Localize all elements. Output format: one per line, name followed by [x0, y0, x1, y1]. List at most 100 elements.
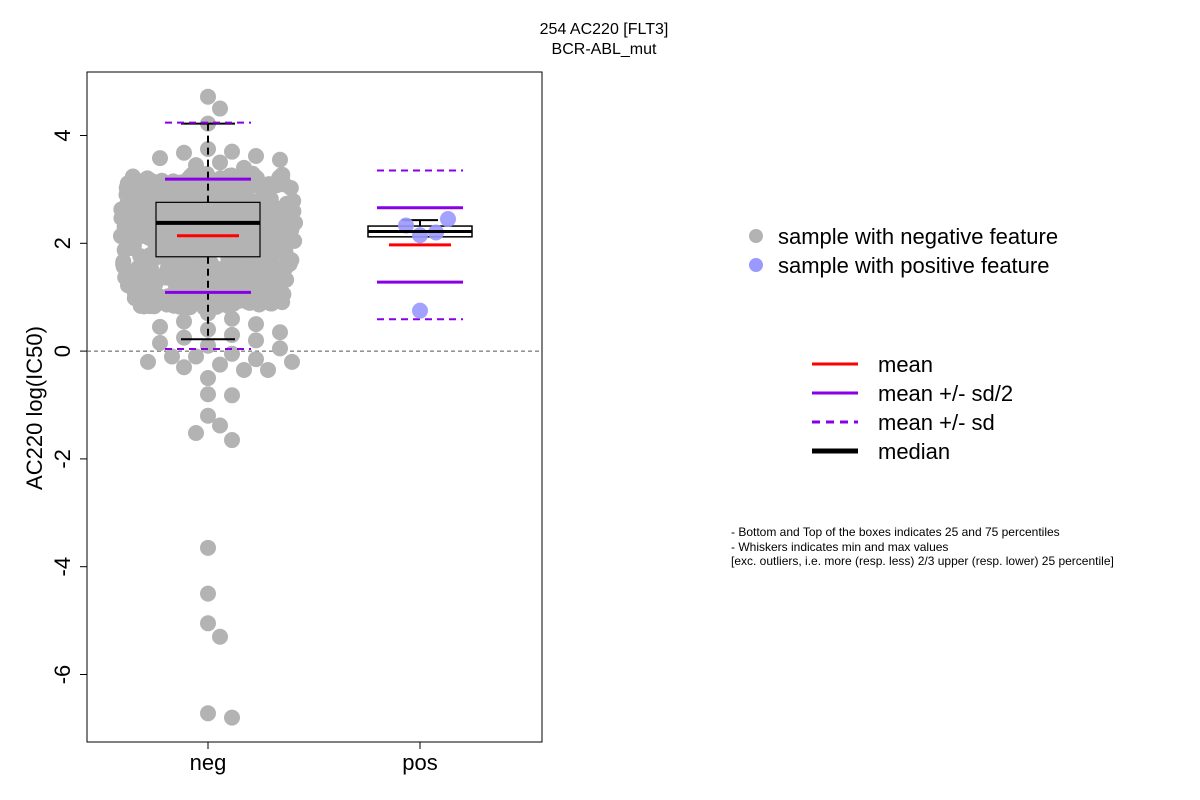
- point-neg: [224, 143, 240, 160]
- box-neg: [155, 201, 261, 258]
- point-neg: [276, 204, 293, 221]
- point-neg: [176, 359, 192, 376]
- line-legend-label: mean +/- sd/2: [878, 381, 1013, 406]
- point-neg: [188, 425, 204, 442]
- note-line-3: [exc. outliers, i.e. more (resp. less) 2…: [731, 554, 1114, 568]
- point-pos: [412, 227, 428, 244]
- point-neg: [272, 340, 288, 357]
- line-legend-label: mean: [878, 352, 933, 377]
- point-neg: [176, 313, 192, 330]
- x-tick-label: neg: [190, 750, 227, 775]
- point-neg: [200, 585, 216, 602]
- point-neg: [248, 351, 264, 368]
- point-neg: [200, 370, 216, 387]
- point-neg: [165, 173, 182, 190]
- point-neg: [272, 324, 288, 341]
- y-tick-label: -2: [50, 449, 75, 469]
- point-neg: [262, 248, 279, 265]
- point-neg: [178, 272, 195, 289]
- point-neg: [248, 147, 264, 164]
- y-tick-label: -6: [50, 665, 75, 685]
- point-neg: [138, 276, 155, 293]
- point-neg: [200, 539, 216, 556]
- point-neg: [282, 179, 299, 196]
- point-neg: [190, 276, 207, 293]
- point-neg: [188, 348, 204, 365]
- point-neg: [149, 184, 166, 201]
- point-neg: [115, 256, 132, 273]
- point-neg: [124, 181, 141, 198]
- line-legend-label: mean +/- sd: [878, 410, 995, 435]
- point-neg: [152, 335, 168, 352]
- point-neg: [262, 190, 279, 207]
- y-tick-label: 4: [50, 129, 75, 141]
- point-neg: [236, 361, 252, 378]
- point-neg: [164, 348, 180, 365]
- point-neg: [273, 271, 290, 288]
- legend-marker: [749, 258, 763, 272]
- point-neg: [281, 255, 298, 272]
- point-neg: [144, 290, 161, 307]
- point-neg: [140, 353, 156, 370]
- point-neg: [200, 88, 216, 105]
- point-neg: [132, 297, 149, 314]
- point-neg: [200, 615, 216, 632]
- point-neg: [201, 181, 218, 198]
- point-neg: [236, 159, 252, 176]
- point-neg: [237, 260, 254, 277]
- y-axis-label: AC220 log(IC50): [22, 326, 47, 490]
- point-neg: [212, 417, 228, 434]
- legend-label: sample with positive feature: [778, 253, 1049, 278]
- point-neg: [152, 318, 168, 335]
- point-neg: [284, 353, 300, 370]
- point-neg: [200, 705, 216, 722]
- legend-marker: [749, 229, 763, 243]
- point-neg: [117, 269, 134, 286]
- point-neg: [224, 326, 240, 343]
- point-neg: [142, 259, 159, 276]
- point-neg: [123, 194, 140, 211]
- legend-label: sample with negative feature: [778, 224, 1058, 249]
- point-neg: [188, 157, 204, 174]
- point-neg: [224, 709, 240, 726]
- point-neg: [263, 295, 280, 312]
- point-pos: [398, 217, 414, 234]
- point-neg: [224, 432, 240, 449]
- point-neg: [251, 296, 268, 313]
- point-neg: [212, 100, 228, 117]
- point-neg: [203, 255, 220, 272]
- point-neg: [125, 237, 142, 254]
- point-neg: [152, 150, 168, 167]
- point-neg: [188, 178, 205, 195]
- point-neg: [224, 310, 240, 327]
- line-legend-label: median: [878, 439, 950, 464]
- point-neg: [247, 170, 264, 187]
- point-neg: [200, 305, 216, 322]
- point-neg: [256, 214, 273, 231]
- point-neg: [272, 151, 288, 168]
- point-neg: [248, 316, 264, 333]
- plot-area: 4 2 0 -2 -4 -6 neg pos: [50, 71, 543, 775]
- point-neg: [224, 387, 240, 404]
- point-neg: [260, 361, 276, 378]
- y-tick-label: 0: [50, 345, 75, 357]
- point-neg: [126, 225, 143, 242]
- point-neg: [281, 220, 298, 237]
- point-pos: [412, 302, 428, 319]
- point-neg: [153, 268, 170, 285]
- chart-subtitle: BCR-ABL_mut: [552, 41, 657, 58]
- point-neg: [262, 226, 279, 243]
- point-neg: [125, 208, 142, 225]
- y-tick-label: 2: [50, 237, 75, 249]
- note-line-2: - Whiskers indicates min and max values: [731, 540, 949, 554]
- y-tick-label: -4: [50, 557, 75, 577]
- legend: sample with negative feature sample with …: [749, 224, 1058, 464]
- plot-frame: [86, 71, 543, 743]
- point-neg: [212, 154, 228, 171]
- point-neg: [220, 274, 237, 291]
- point-neg: [176, 329, 192, 346]
- chart-title: 254 AC220 [FLT3]: [540, 21, 669, 38]
- point-pos: [440, 211, 456, 228]
- note-line-1: - Bottom and Top of the boxes indicates …: [731, 525, 1060, 539]
- point-neg: [259, 278, 276, 295]
